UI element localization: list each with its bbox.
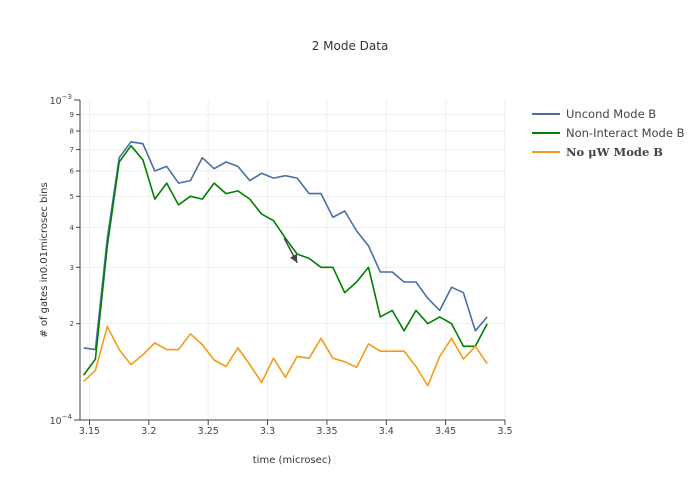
legend-item[interactable]: Non-Interact Mode B	[532, 126, 685, 140]
y-major-tick-label: 10−3	[50, 93, 72, 107]
x-tick-label: 3.4	[379, 426, 394, 437]
x-tick-label: 3.15	[79, 426, 100, 437]
y-minor-tick-label: 9	[70, 111, 74, 119]
x-tick-label: 3.25	[198, 426, 219, 437]
legend-item[interactable]: No μW Mode B	[532, 145, 663, 159]
y-minor-tick-label: 5	[70, 193, 74, 201]
series-line-3[interactable]	[83, 325, 488, 387]
y-minor-tick-label: 8	[70, 128, 74, 136]
axes: 3.15 3.2 3.25 3.3 3.35 3.4 3.45 3.52345678910−4…	[50, 93, 513, 437]
legend-label: Non-Interact Mode B	[566, 126, 685, 140]
y-axis-label: # of gates in0.01microsec bins	[39, 182, 50, 337]
y-minor-tick-label: 2	[70, 320, 74, 328]
y-major-tick-exponent: −3	[62, 93, 72, 101]
x-tick-label: 3.5	[497, 426, 512, 437]
series-line-2[interactable]	[82, 144, 488, 376]
y-minor-tick-label: 7	[70, 146, 74, 154]
series-line-1[interactable]	[83, 141, 488, 351]
legend-label: Uncond Mode B	[566, 107, 656, 121]
x-tick-label: 3.3	[260, 426, 275, 437]
annotation	[283, 237, 298, 264]
legend[interactable]: Uncond Mode B Non-Interact Mode B No μW Mo…	[532, 107, 685, 159]
y-minor-tick-label: 6	[70, 167, 75, 175]
legend-item[interactable]: Uncond Mode B	[532, 107, 656, 121]
x-tick-label: 3.35	[316, 426, 337, 437]
y-major-tick-exponent: −4	[62, 413, 73, 421]
grid	[80, 100, 506, 420]
plot-background	[80, 100, 505, 420]
y-major-tick-base: 10	[50, 96, 62, 107]
x-tick-label: 3.45	[435, 426, 456, 437]
series-lines	[82, 141, 488, 387]
chart-title: 2 Mode Data	[312, 39, 389, 53]
annotation-arrow-head	[290, 253, 298, 263]
y-major-tick-base: 10	[50, 416, 62, 427]
x-axis-label: time (microsec)	[253, 455, 332, 466]
y-minor-tick-label: 4	[70, 224, 75, 232]
y-major-tick-label: 10−4	[50, 413, 73, 427]
legend-label: No μW Mode B	[566, 145, 663, 159]
y-minor-tick-label: 3	[70, 264, 74, 272]
x-tick-label: 3.2	[141, 426, 156, 437]
